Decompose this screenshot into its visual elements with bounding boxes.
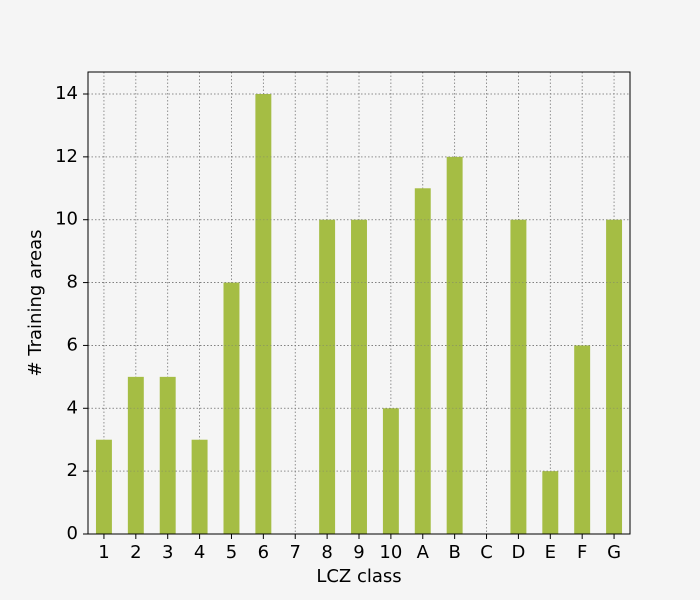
- x-tick-label: 8: [321, 542, 332, 563]
- x-tick-label: G: [607, 542, 621, 563]
- bar: [95, 439, 112, 534]
- x-tick-label: B: [448, 542, 460, 563]
- y-tick-label: 12: [55, 146, 78, 167]
- x-tick-label: 3: [162, 542, 173, 563]
- y-tick-label: 10: [55, 209, 78, 230]
- bar: [606, 219, 623, 534]
- x-tick-label: 4: [194, 542, 205, 563]
- bar: [159, 376, 176, 534]
- x-tick-label: 10: [379, 542, 402, 563]
- y-tick-label: 2: [67, 460, 78, 481]
- y-tick-label: 8: [67, 272, 78, 293]
- bar: [351, 219, 367, 534]
- bar: [191, 439, 208, 534]
- bar: [319, 219, 336, 534]
- bar: [127, 376, 144, 534]
- x-tick-label: F: [577, 542, 587, 563]
- bar: [542, 471, 559, 534]
- x-tick-label: 6: [258, 542, 269, 563]
- x-tick-label: D: [511, 542, 525, 563]
- bar: [446, 156, 463, 534]
- x-tick-label: 7: [290, 542, 301, 563]
- x-tick-label: A: [417, 542, 430, 563]
- x-tick-label: E: [545, 542, 556, 563]
- x-axis-label: LCZ class: [316, 566, 401, 587]
- y-tick-label: 14: [55, 83, 78, 104]
- bar: [574, 345, 591, 534]
- bar: [255, 94, 272, 534]
- bar: [382, 408, 399, 534]
- plot-frame: [87, 71, 631, 535]
- x-tick-label: 1: [98, 542, 109, 563]
- bar: [510, 219, 527, 534]
- y-axis-label: # Training areas: [25, 229, 46, 376]
- x-tick-label: C: [480, 542, 493, 563]
- y-tick-label: 4: [67, 397, 78, 418]
- x-tick-label: 2: [130, 542, 141, 563]
- y-tick-label: 6: [67, 334, 78, 355]
- bar: [414, 188, 431, 535]
- x-tick-label: 5: [226, 542, 237, 563]
- y-tick-label: 0: [67, 523, 78, 544]
- x-tick-label: 9: [353, 542, 364, 563]
